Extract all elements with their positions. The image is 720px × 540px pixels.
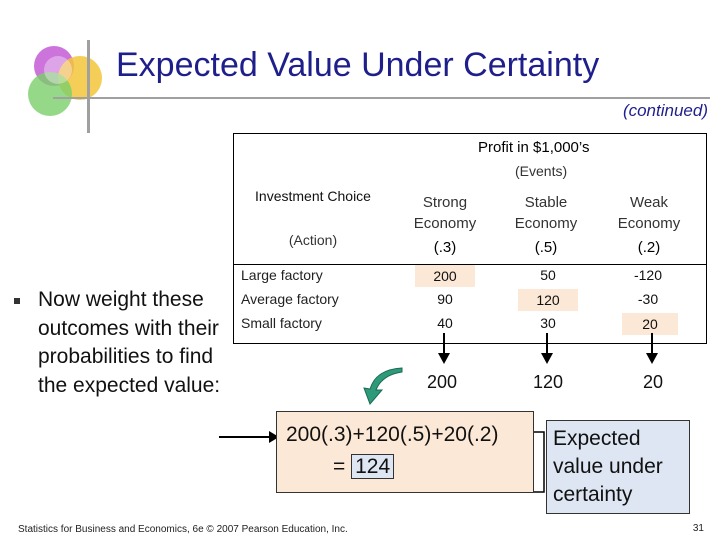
- row-label-average-factory: Average factory: [241, 291, 339, 307]
- decorative-logo: [28, 46, 102, 116]
- row-label-small-factory: Small factory: [241, 315, 322, 331]
- right-arrow-icon: [269, 431, 279, 443]
- table-cell: 20: [622, 313, 678, 335]
- evuc-label: Expected value under certainty: [553, 427, 663, 506]
- row-label-large-factory: Large factory: [241, 267, 323, 283]
- calculation-result: 124: [351, 454, 395, 479]
- column-name: Weak Economy: [617, 194, 681, 232]
- table-cell: 30: [540, 315, 556, 331]
- column-probability: (.3): [433, 239, 457, 256]
- column-header-weak: Weak Economy (.2): [603, 192, 695, 258]
- title-underline: [53, 97, 710, 99]
- best-value-stable: 120: [533, 372, 564, 392]
- table-cell: 40: [437, 315, 453, 331]
- table-cell: -120: [633, 267, 663, 283]
- column-header-stable: Stable Economy (.5): [500, 192, 592, 258]
- profit-header: Profit in $1,000’s: [478, 139, 590, 156]
- events-header: (Events): [515, 163, 568, 179]
- down-arrow-icon: [438, 333, 450, 364]
- bracket-connector: [534, 431, 545, 493]
- page-number: 31: [692, 523, 704, 534]
- down-arrow-icon: [541, 333, 553, 364]
- column-probability: (.5): [534, 239, 558, 256]
- calculation-result-line: = 124: [333, 454, 395, 479]
- bullet-marker: [14, 298, 20, 304]
- curved-arrow-icon: [363, 367, 403, 405]
- bullet-text: Now weight these outcomes with their pro…: [38, 288, 221, 397]
- down-arrow-icon: [646, 333, 658, 364]
- column-probability: (.2): [637, 239, 661, 256]
- investment-choice-header: Investment Choice: [255, 188, 371, 204]
- best-value-strong: 200: [427, 372, 458, 392]
- table-header-divider: [233, 264, 707, 265]
- action-header: (Action): [288, 232, 338, 248]
- evuc-box: [546, 420, 690, 514]
- payoff-table: [233, 133, 707, 344]
- table-cell: 120: [518, 289, 578, 311]
- table-cell: 200: [415, 265, 475, 287]
- page-title: Expected Value Under Certainty: [116, 46, 600, 84]
- arrow-line: [219, 436, 271, 438]
- equals-sign: =: [333, 455, 352, 478]
- table-cell: 90: [437, 291, 453, 307]
- table-cell: 50: [540, 267, 556, 283]
- best-value-weak: 20: [643, 372, 664, 392]
- table-cell: -30: [637, 291, 659, 307]
- column-name: Stable Economy: [514, 194, 578, 232]
- calculation-formula: 200(.3)+120(.5)+20(.2): [286, 423, 499, 446]
- column-name: Strong Economy: [413, 194, 477, 232]
- footer-text: Statistics for Business and Economics, 6…: [18, 524, 348, 535]
- decorative-vertical-line: [87, 40, 90, 133]
- page-subtitle: (continued): [622, 101, 708, 120]
- column-header-strong: Strong Economy (.3): [399, 192, 491, 258]
- calculation-box: [276, 411, 534, 493]
